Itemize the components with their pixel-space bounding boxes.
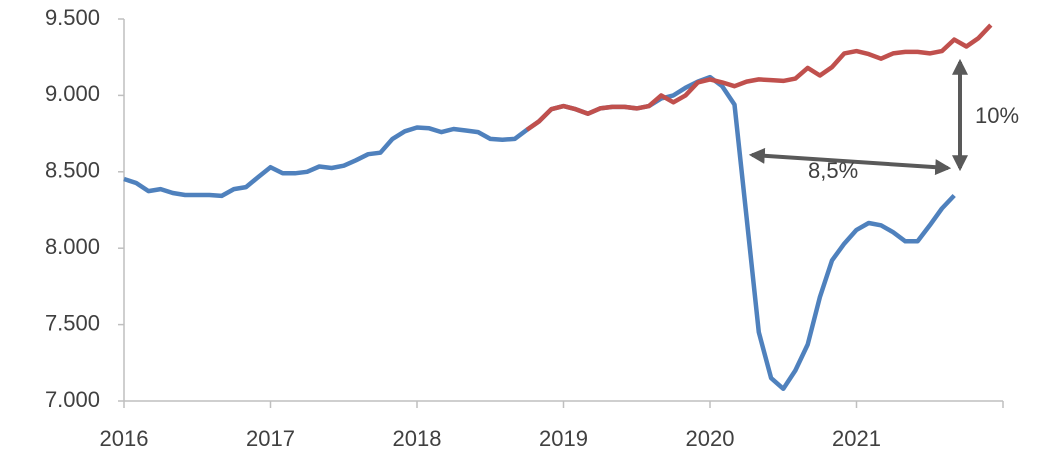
x-tick-label: 2020 — [686, 426, 735, 451]
y-tick-label: 7.000 — [45, 387, 100, 412]
x-tick-label: 2019 — [539, 426, 588, 451]
series-line — [525, 23, 993, 132]
arrow — [748, 147, 952, 176]
x-tick-label: 2018 — [393, 426, 442, 451]
y-tick-label: 9.500 — [45, 5, 100, 30]
x-tick-label: 2017 — [246, 426, 295, 451]
annotation: 10% — [975, 103, 1019, 128]
plot-area: 7.000 7.500 8.000 8.500 9.000 9.500 2016 2017 20… — [45, 5, 1004, 451]
y-tick-label: 8.500 — [45, 158, 100, 183]
y-tick-label: 9.000 — [45, 81, 100, 106]
x-tick-label: 2016 — [100, 426, 149, 451]
y-tick-label: 7.500 — [45, 310, 100, 335]
y-tick-label: 8.000 — [45, 234, 100, 259]
x-tick-label: 2021 — [832, 426, 881, 451]
annotation: 8,5% — [808, 158, 858, 183]
